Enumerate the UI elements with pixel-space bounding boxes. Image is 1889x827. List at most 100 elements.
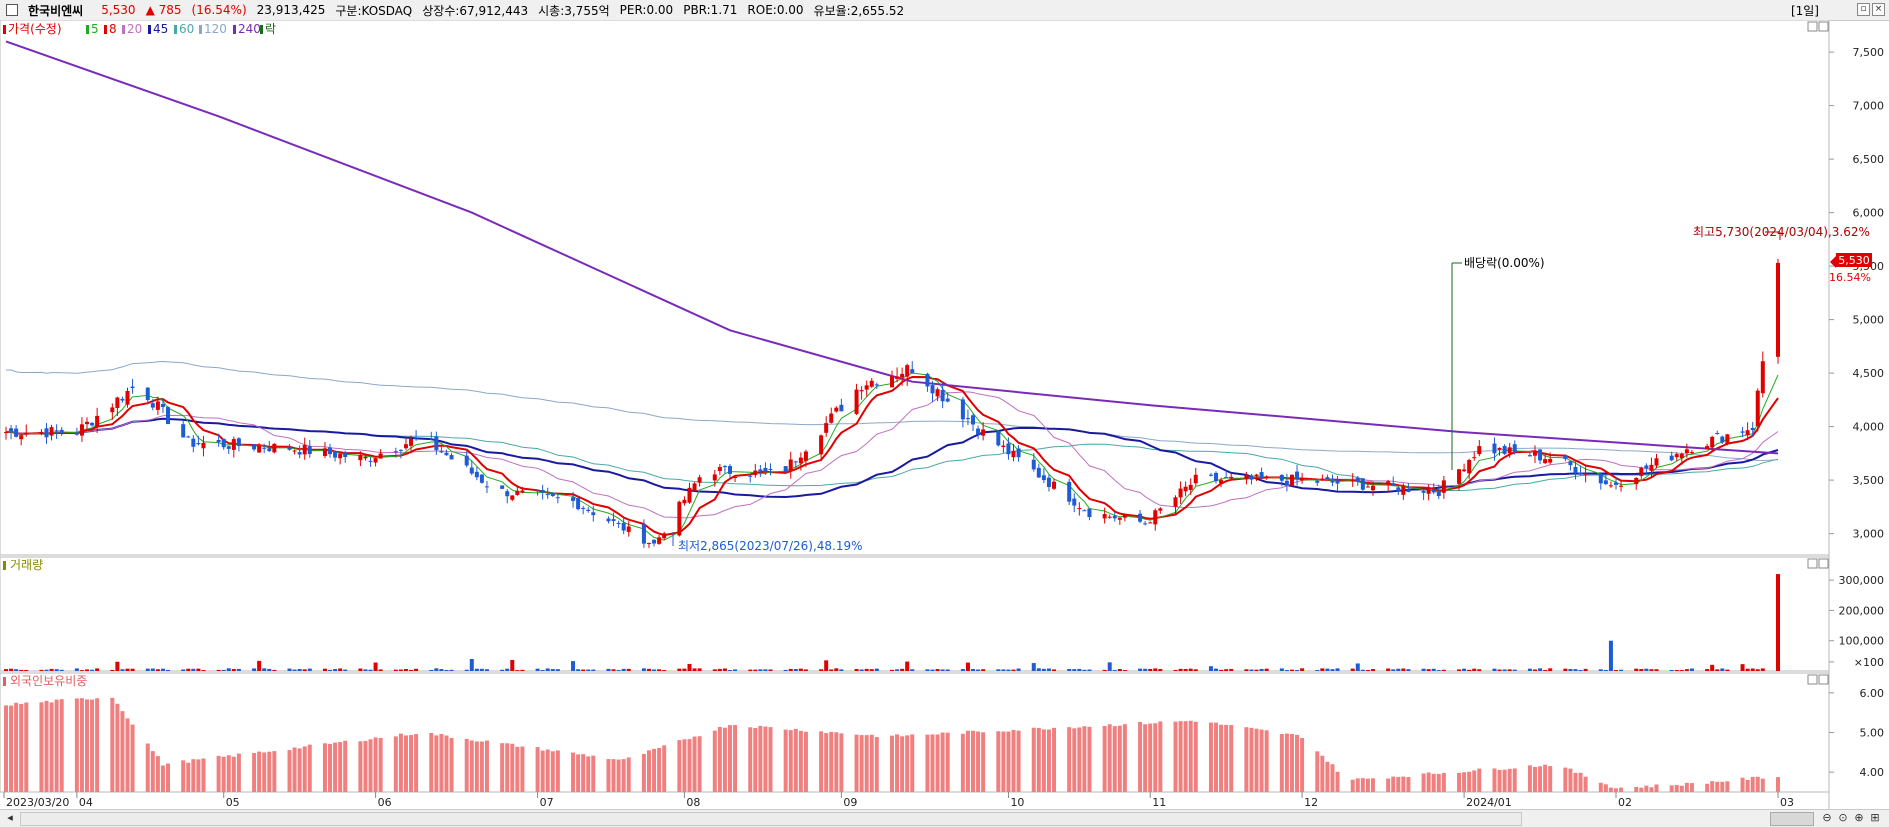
volume-bar [1477, 669, 1482, 671]
volume-bar [1598, 669, 1603, 671]
zoom-fit-icon[interactable]: ⊞ [1870, 811, 1880, 824]
foreign-ratio-bar [469, 740, 474, 792]
volume-bar [1178, 668, 1183, 671]
scroll-left-icon[interactable]: ◂ [7, 811, 13, 824]
horizontal-scrollbar[interactable] [20, 812, 1522, 826]
foreign-ratio-bar [935, 734, 940, 792]
candle-body [19, 435, 24, 440]
candle-body [1436, 491, 1441, 497]
foreign-ratio-bar [803, 731, 808, 792]
foreign-ratio-bar [1538, 766, 1543, 792]
foreign-ratio-bar [621, 759, 626, 792]
select-checkbox[interactable] [6, 4, 18, 16]
high-marker: 최고5,730(2024/03/04),3.62% [1693, 225, 1870, 240]
candle-body [1507, 447, 1512, 454]
foreign-ratio-bar [1563, 767, 1568, 792]
foreign-ratio-bar [839, 733, 844, 792]
foreign-ratio-bar [976, 731, 981, 792]
candle-body [1254, 474, 1259, 477]
zoom-reset-icon[interactable]: ⊙ [1838, 811, 1848, 824]
foreign-ratio-bar [1360, 778, 1365, 792]
candle-body [606, 518, 611, 522]
foreign-ratio-bar [1122, 724, 1127, 792]
volume-bar [1153, 668, 1158, 671]
date-tick-label: 07 [540, 796, 554, 809]
current-price: 5,530 [101, 3, 136, 17]
volume-bar [976, 669, 981, 671]
volume-bar [960, 669, 965, 671]
window-controls: ▫ × [1855, 3, 1885, 16]
foreign-ratio-bar [895, 734, 900, 792]
foreign-ratio-bar [510, 743, 515, 792]
candle-body [500, 485, 505, 489]
volume-bar [363, 669, 368, 671]
candle-body [1497, 447, 1502, 450]
candle-body [1386, 481, 1391, 485]
candle-body [1639, 467, 1644, 476]
foreign-ratio-bar [1107, 724, 1112, 792]
date-tick-label: 09 [843, 796, 857, 809]
foreign-ratio-bar [829, 731, 834, 792]
candle-body [338, 453, 343, 459]
restore-icon[interactable]: ▫ [1857, 3, 1870, 16]
zoom-in-icon[interactable]: ⊕ [1854, 811, 1864, 824]
close-icon[interactable]: × [1872, 3, 1885, 16]
candle-body [520, 490, 525, 493]
scroll-thumb[interactable] [1770, 812, 1814, 826]
foreign-ratio-bar [24, 702, 29, 792]
foreign-ratio-bar [606, 758, 611, 792]
ma120-line [5, 360, 1779, 462]
volume-bar [890, 669, 894, 671]
foreign-close-icon[interactable] [1818, 674, 1829, 685]
volume-bar [1214, 668, 1219, 671]
volume-bar [1755, 669, 1760, 671]
candle-body [24, 432, 29, 435]
volume-bar [1715, 669, 1720, 671]
price-change: ▲ 785 [145, 3, 182, 17]
panel-close-icon[interactable] [1818, 21, 1829, 32]
volume-bar [434, 668, 439, 671]
foreign-ratio-bar [398, 733, 403, 792]
foreign-restore-icon[interactable] [1807, 674, 1818, 685]
candle-body [571, 497, 576, 501]
volume-bar [1467, 669, 1472, 671]
foreign-ratio-bar [85, 699, 90, 792]
volume-bar [940, 669, 945, 671]
volume-bar [19, 669, 24, 671]
foreign-ratio-bar [257, 751, 262, 792]
foreign-ratio-bar [226, 755, 231, 792]
foreign-ratio-bar [110, 697, 115, 792]
volume-bar [803, 669, 808, 671]
volume-bar [464, 669, 469, 671]
period-selector[interactable]: [1일] [1790, 4, 1819, 18]
volume-close-icon[interactable] [1818, 558, 1829, 569]
volume-bar [1016, 668, 1021, 671]
candle-body [1315, 480, 1320, 483]
foreign-ratio-bar [616, 759, 621, 792]
volume-bar [677, 668, 682, 671]
volume-bar [1431, 668, 1436, 671]
volume-bar [484, 669, 489, 671]
candle-body [1740, 431, 1745, 433]
foreign-ratio-bar [1325, 761, 1330, 792]
foreign-ratio-bar [824, 733, 829, 792]
stock-chart[interactable]: 가격(수정) 5 8 20 45 60 120 240 락 7,500 7,000… [0, 20, 1889, 809]
candle-body [1543, 459, 1548, 464]
volume-restore-icon[interactable] [1807, 558, 1818, 569]
candle-body [616, 522, 621, 524]
volume-bar [727, 669, 732, 671]
ma240-line [5, 40, 1779, 455]
candle-body [550, 492, 555, 497]
panel-restore-icon[interactable] [1807, 21, 1818, 32]
foreign-ratio-bar [125, 718, 130, 792]
foreign-ratio-bar [586, 756, 591, 792]
candle-body [727, 466, 732, 474]
candle-body [839, 404, 844, 412]
last-price-tag: 5,530 16.54% [1829, 253, 1872, 284]
foreign-ratio-bar [292, 747, 297, 792]
candle-body [1122, 514, 1127, 518]
zoom-out-icon[interactable]: ⊖ [1822, 811, 1832, 824]
foreign-ratio-bar [231, 756, 236, 792]
foreign-tick-label: 5.00 [1860, 727, 1885, 740]
volume-bar [226, 668, 231, 671]
